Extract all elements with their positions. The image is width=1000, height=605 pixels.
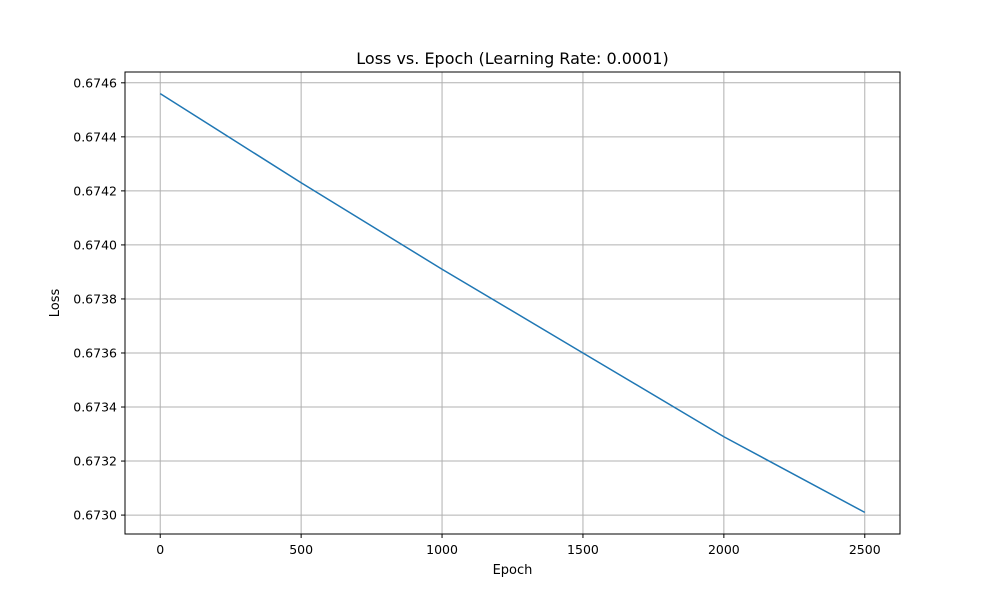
y-axis-label: Loss [48, 289, 63, 318]
y-tick-label: 0.6736 [73, 345, 117, 360]
y-tick-label: 0.6744 [73, 129, 117, 144]
y-tick-label: 0.6732 [73, 454, 117, 469]
series-layer [159, 92, 866, 514]
ticks: 0 500 1000 1500 2000 2500 0.6730 0.6732 0.6734 0.… [73, 75, 880, 557]
x-tick-label: 2500 [849, 542, 881, 557]
grid [125, 72, 900, 534]
x-tick-label: 500 [289, 542, 313, 557]
y-tick-label: 0.6742 [73, 183, 117, 198]
y-tick-label: 0.6746 [73, 75, 117, 90]
y-tick-label: 0.6738 [73, 291, 117, 306]
y-tick-label: 0.6734 [73, 400, 117, 415]
x-axis-label: Epoch [493, 563, 533, 578]
loss-series-line [159, 92, 866, 514]
x-tick-label: 2000 [708, 542, 740, 557]
y-tick-label: 0.6740 [73, 237, 117, 252]
x-tick-label: 0 [156, 542, 164, 557]
plot-frame [124, 71, 901, 535]
x-tick-label: 1000 [426, 542, 458, 557]
x-tick-label: 1500 [567, 542, 599, 557]
y-tick-label: 0.6730 [73, 508, 117, 523]
chart-title: Loss vs. Epoch (Learning Rate: 0.0001) [356, 49, 668, 68]
